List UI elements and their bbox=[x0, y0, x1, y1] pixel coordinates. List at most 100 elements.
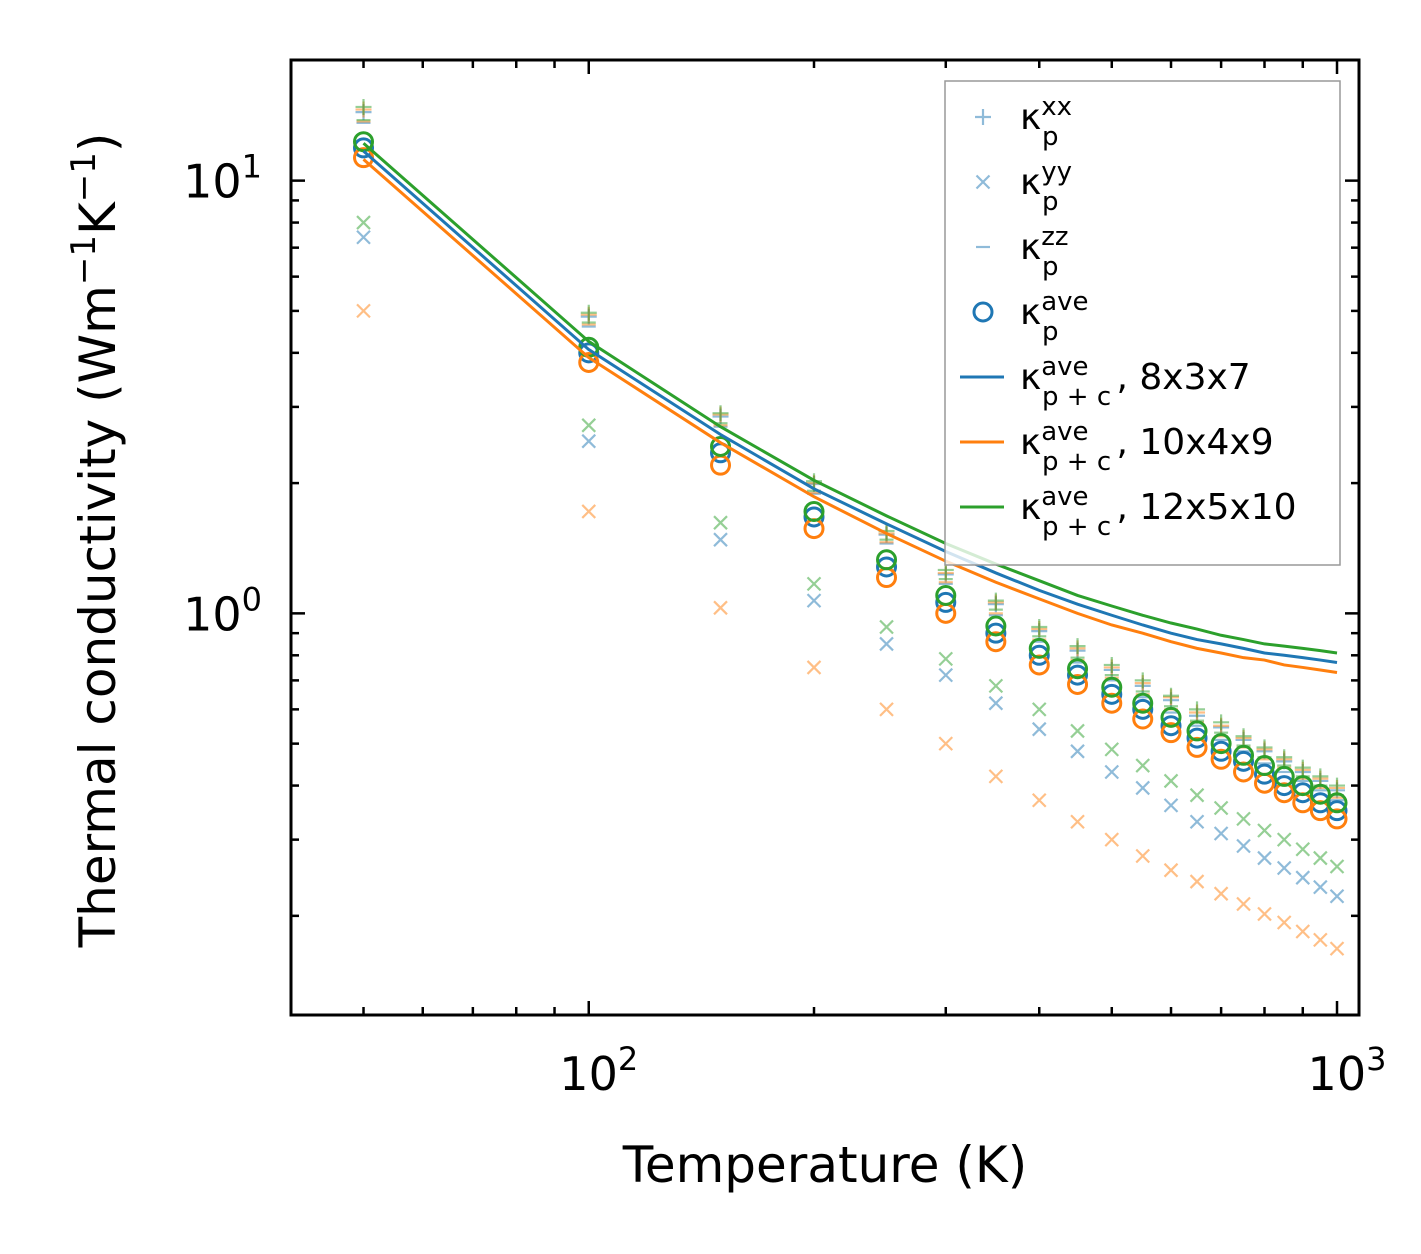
kyy-point bbox=[806, 576, 822, 592]
kyy-point bbox=[1135, 758, 1151, 773]
legend-label: κave p + c, 8x3x7 bbox=[1020, 352, 1251, 412]
legend-item-line3: κave p + c, 12x5x10 bbox=[960, 482, 1297, 542]
kyy-point bbox=[1135, 848, 1151, 864]
legend-marker bbox=[972, 301, 994, 323]
kave-point bbox=[1210, 748, 1232, 770]
kyy-point bbox=[1236, 838, 1251, 854]
kyy-point bbox=[938, 736, 954, 751]
kyy-point bbox=[1135, 780, 1151, 796]
kave-point bbox=[1160, 706, 1182, 728]
kyy-point bbox=[1070, 744, 1085, 759]
kave-point bbox=[985, 622, 1007, 644]
kyy-point bbox=[1104, 742, 1120, 757]
kave-point bbox=[1067, 673, 1089, 695]
kave-point bbox=[1254, 755, 1276, 777]
kyy-point bbox=[1257, 823, 1272, 838]
kave-point bbox=[1132, 708, 1154, 730]
kyy-point bbox=[806, 660, 822, 675]
kyy-point bbox=[356, 303, 371, 319]
legend-label: κave p + c, 12x5x10 bbox=[1020, 482, 1297, 542]
legend-item-kave: κave p bbox=[972, 287, 1089, 347]
kyy-point bbox=[1313, 932, 1328, 948]
kyy-point bbox=[581, 418, 597, 433]
kave-point bbox=[803, 500, 825, 522]
kave-point bbox=[1210, 733, 1232, 755]
kyy-point bbox=[879, 702, 894, 717]
kyy-point bbox=[1329, 888, 1345, 904]
kyy-point bbox=[879, 636, 894, 652]
kxx-point bbox=[1294, 759, 1311, 776]
kyy-point bbox=[938, 667, 954, 683]
kyy-point bbox=[356, 229, 371, 245]
plot-area bbox=[353, 98, 1348, 956]
kyy-point bbox=[988, 678, 1004, 694]
kyy-point bbox=[356, 215, 371, 230]
kyy-point bbox=[1189, 787, 1205, 803]
kpc-line-10x4x9 bbox=[362, 158, 1338, 674]
kyy-point bbox=[1329, 859, 1345, 874]
kyy-point bbox=[1163, 862, 1179, 878]
kave-point bbox=[353, 137, 375, 159]
kave-series-10x4x9 bbox=[353, 147, 1348, 830]
kave-point bbox=[1101, 683, 1123, 705]
kyy-point bbox=[1213, 800, 1229, 816]
kyy-point bbox=[1313, 850, 1328, 866]
kxx-point bbox=[1031, 619, 1048, 636]
kave-point bbox=[1132, 698, 1154, 720]
kxx-point bbox=[1134, 672, 1151, 689]
kave-point bbox=[578, 342, 600, 364]
kxx-point bbox=[1189, 701, 1206, 718]
y-tick-label: 101 bbox=[183, 148, 262, 209]
y-axis-label: Thermal conductivity (Wm−1K−1) bbox=[64, 133, 127, 949]
kave-point bbox=[803, 506, 825, 528]
kyy-point bbox=[1031, 792, 1047, 808]
kyy-point bbox=[1295, 924, 1311, 939]
kyy-point bbox=[806, 593, 822, 608]
kyy-point bbox=[988, 695, 1004, 711]
kave-point bbox=[1254, 763, 1276, 785]
kave-point bbox=[1186, 727, 1208, 749]
kxx-point bbox=[1163, 687, 1180, 704]
kyy-point bbox=[713, 600, 728, 616]
kave-point bbox=[1028, 637, 1050, 659]
kave-point bbox=[1292, 775, 1314, 797]
kxx-point bbox=[1329, 777, 1346, 794]
legend-label: κave p + c, 10x4x9 bbox=[1020, 417, 1274, 477]
kxx-point bbox=[1256, 739, 1273, 756]
kyy-point bbox=[1295, 841, 1311, 857]
kave-point bbox=[985, 615, 1007, 637]
kyy-point bbox=[1213, 826, 1229, 841]
kave-point bbox=[1233, 750, 1255, 772]
kxx-point bbox=[1276, 749, 1293, 766]
legend-marker bbox=[975, 109, 991, 125]
kyy-point bbox=[1213, 886, 1229, 901]
kyy-point bbox=[1295, 870, 1311, 885]
kyy-point bbox=[713, 532, 728, 547]
kyy-point bbox=[581, 504, 597, 519]
kave-series-8x3x7 bbox=[353, 137, 1348, 822]
kyy-point bbox=[1104, 764, 1120, 780]
kyy-point bbox=[1276, 860, 1292, 876]
kyy-point bbox=[1257, 850, 1272, 866]
kave-point bbox=[1067, 664, 1089, 686]
y-tick-label: 100 bbox=[183, 580, 262, 641]
kyy-point bbox=[1236, 896, 1251, 912]
kxx-point bbox=[712, 405, 729, 422]
kyy-point bbox=[1070, 814, 1085, 830]
kave-point bbox=[1067, 658, 1089, 680]
kave-point bbox=[1326, 792, 1348, 814]
legend-label: κzz p bbox=[1020, 222, 1069, 282]
kave-point bbox=[935, 591, 957, 613]
kyy-point bbox=[1031, 702, 1047, 717]
kave-point bbox=[1309, 800, 1331, 822]
kave-point bbox=[353, 131, 375, 153]
legend-marker bbox=[975, 174, 991, 190]
kyy-point bbox=[1313, 879, 1328, 895]
kxx-point bbox=[580, 304, 597, 321]
kyy-point bbox=[1189, 814, 1205, 830]
kave-point bbox=[1101, 676, 1123, 698]
legend-label: κxx p bbox=[1020, 92, 1072, 152]
axes: 102 103 100 101 bbox=[183, 58, 1386, 1101]
